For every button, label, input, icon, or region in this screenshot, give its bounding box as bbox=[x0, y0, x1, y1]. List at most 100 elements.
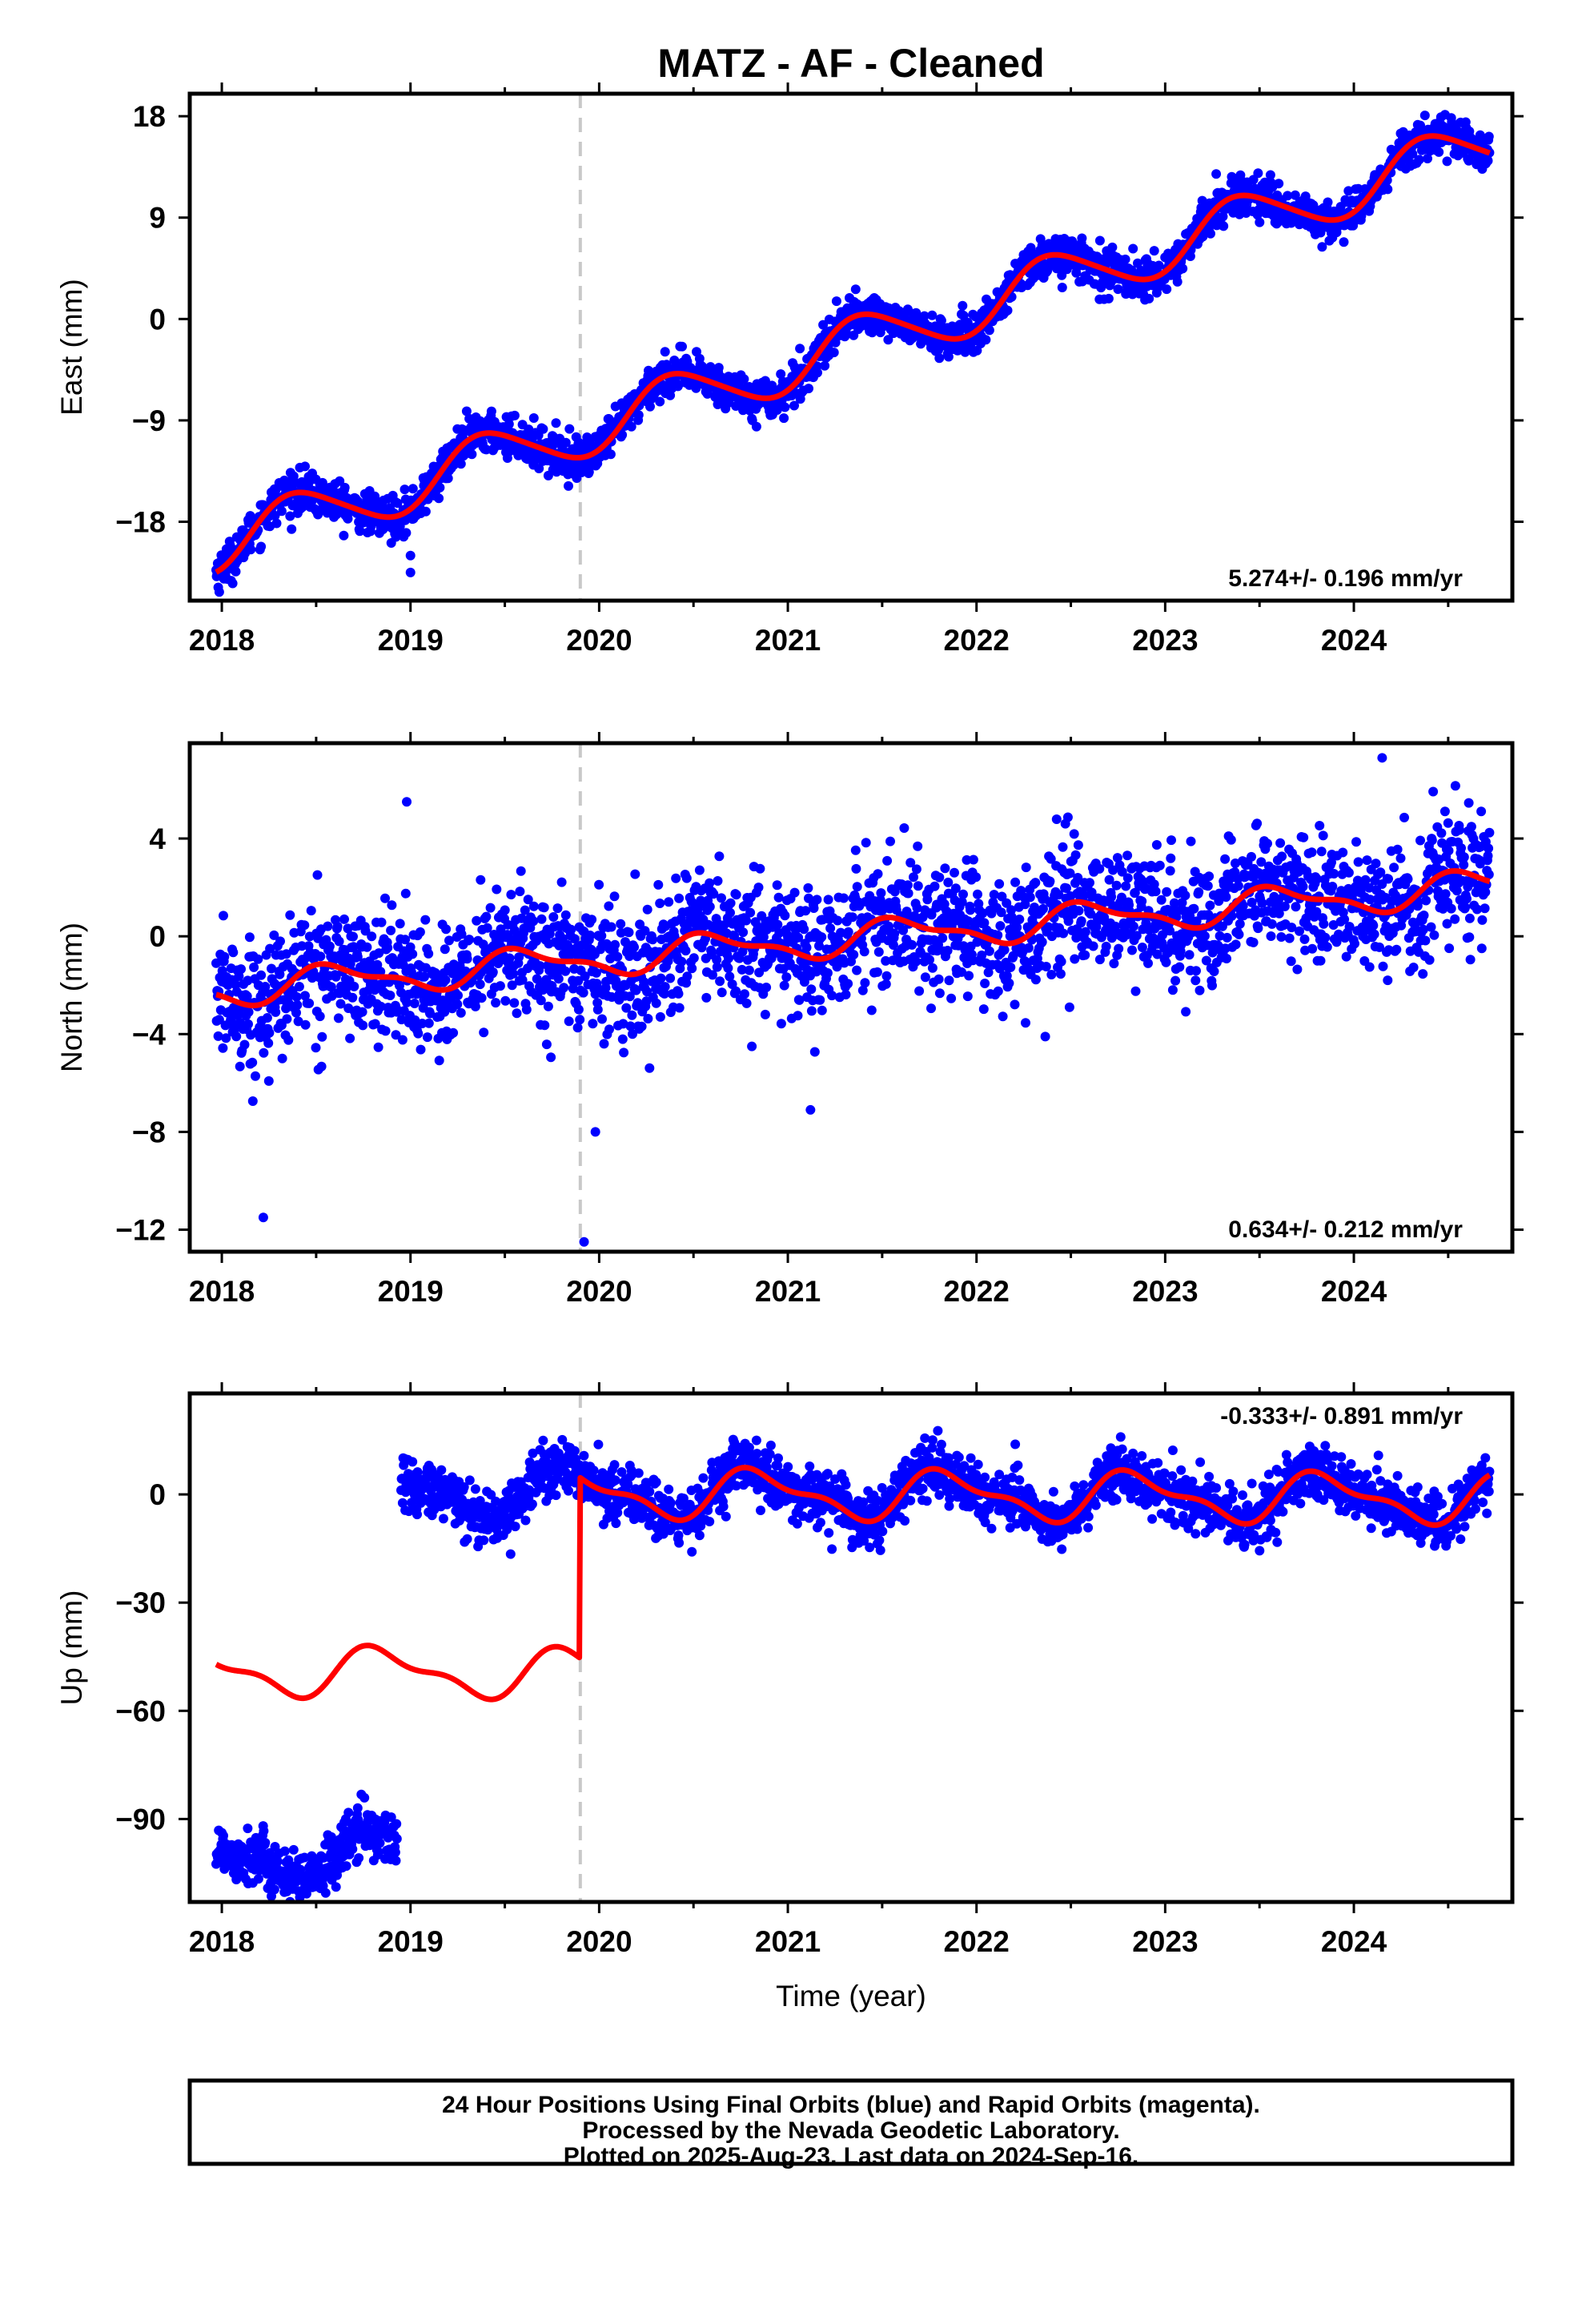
observation-point bbox=[998, 1011, 1008, 1022]
observation-point bbox=[588, 1019, 598, 1029]
observation-point bbox=[573, 1004, 584, 1015]
observation-point bbox=[538, 424, 548, 434]
observation-point bbox=[616, 919, 626, 929]
observation-point bbox=[607, 992, 617, 1002]
observation-point bbox=[962, 991, 973, 1002]
observation-point bbox=[1151, 840, 1162, 850]
observation-point bbox=[927, 310, 938, 320]
observation-point bbox=[315, 951, 326, 962]
observation-point bbox=[420, 971, 429, 982]
observation-point bbox=[609, 891, 620, 902]
observation-point bbox=[380, 893, 390, 903]
observation-point bbox=[374, 948, 384, 959]
observation-point bbox=[1257, 898, 1267, 908]
observation-point bbox=[1265, 170, 1275, 180]
observation-point bbox=[416, 1044, 426, 1055]
observation-point bbox=[701, 992, 712, 1003]
observation-point bbox=[508, 968, 518, 979]
observation-point bbox=[817, 1005, 827, 1015]
rate-label: 5.274+/- 0.196 mm/yr bbox=[1228, 565, 1463, 592]
observation-point bbox=[866, 1005, 877, 1015]
observation-point bbox=[1122, 873, 1133, 883]
observation-point bbox=[1166, 835, 1176, 846]
observation-point bbox=[269, 930, 279, 940]
observation-point bbox=[642, 904, 652, 915]
observation-point bbox=[818, 320, 829, 330]
observation-point bbox=[475, 979, 485, 990]
observation-point bbox=[1399, 812, 1409, 822]
observation-point bbox=[625, 1021, 636, 1031]
observation-point bbox=[367, 931, 377, 942]
observation-point bbox=[219, 911, 228, 921]
observation-point bbox=[1021, 1018, 1030, 1028]
observation-point bbox=[1111, 880, 1122, 891]
observation-point bbox=[881, 971, 892, 981]
observation-point bbox=[779, 980, 789, 991]
observation-point bbox=[1080, 950, 1090, 960]
observation-point bbox=[841, 990, 851, 999]
observation-point bbox=[434, 493, 444, 504]
observation-point bbox=[677, 341, 687, 352]
observation-point bbox=[744, 965, 754, 975]
observation-point bbox=[409, 999, 420, 1008]
observation-point bbox=[665, 973, 676, 983]
observation-point bbox=[1424, 955, 1435, 965]
observation-point bbox=[1128, 921, 1138, 931]
observation-point bbox=[347, 992, 358, 1003]
observation-point bbox=[596, 931, 607, 941]
observation-point bbox=[560, 437, 571, 448]
observation-point bbox=[509, 998, 520, 1008]
observation-point bbox=[594, 879, 604, 890]
observation-point bbox=[1023, 943, 1034, 953]
observation-point bbox=[705, 362, 716, 372]
observation-point bbox=[293, 1016, 303, 1027]
observation-point bbox=[1315, 955, 1326, 966]
observation-point bbox=[1207, 980, 1217, 991]
observation-point bbox=[1477, 915, 1488, 925]
observation-point bbox=[1085, 878, 1094, 888]
observation-point bbox=[843, 927, 853, 937]
observation-point bbox=[926, 1003, 936, 1014]
observation-point bbox=[592, 998, 603, 1008]
observation-point bbox=[1317, 242, 1327, 252]
observation-point bbox=[920, 972, 930, 983]
observation-point bbox=[643, 1014, 653, 1023]
observation-point bbox=[1103, 293, 1114, 304]
observation-point bbox=[943, 877, 954, 887]
observation-point bbox=[395, 919, 405, 929]
observation-point bbox=[1443, 818, 1453, 828]
observation-point bbox=[881, 979, 891, 989]
observation-point bbox=[1205, 900, 1215, 911]
observation-point bbox=[348, 942, 359, 952]
observation-point bbox=[1209, 967, 1219, 976]
observation-point bbox=[1295, 926, 1304, 936]
observation-point bbox=[546, 1052, 556, 1063]
observation-point bbox=[1456, 843, 1466, 853]
observation-point bbox=[604, 901, 614, 911]
observation-point bbox=[1114, 943, 1124, 954]
observation-point bbox=[993, 986, 1003, 996]
observation-point bbox=[621, 1003, 632, 1013]
observation-point bbox=[984, 946, 994, 956]
observation-point bbox=[285, 910, 295, 920]
observation-point bbox=[1004, 978, 1014, 988]
observation-point bbox=[838, 893, 849, 903]
observation-point bbox=[1455, 825, 1464, 835]
observation-point bbox=[1299, 832, 1309, 842]
observation-point bbox=[801, 906, 811, 916]
observation-point bbox=[852, 965, 862, 975]
observation-point bbox=[564, 424, 575, 434]
observation-point bbox=[633, 410, 644, 420]
observation-point bbox=[392, 498, 403, 509]
observation-point bbox=[275, 936, 285, 947]
observation-point bbox=[1407, 149, 1418, 159]
x-tick-label: 2023 bbox=[1132, 624, 1198, 657]
observation-point bbox=[1371, 858, 1381, 869]
observation-point bbox=[569, 934, 580, 944]
observation-point bbox=[397, 1035, 408, 1045]
observation-point bbox=[541, 1039, 552, 1050]
observation-point bbox=[476, 993, 487, 1003]
observation-point bbox=[1133, 258, 1142, 268]
north-panel: 2018 2019 2020 2021 2022 2023 2024−12−8−404Nor… bbox=[55, 732, 1524, 1308]
observation-point bbox=[903, 888, 913, 899]
